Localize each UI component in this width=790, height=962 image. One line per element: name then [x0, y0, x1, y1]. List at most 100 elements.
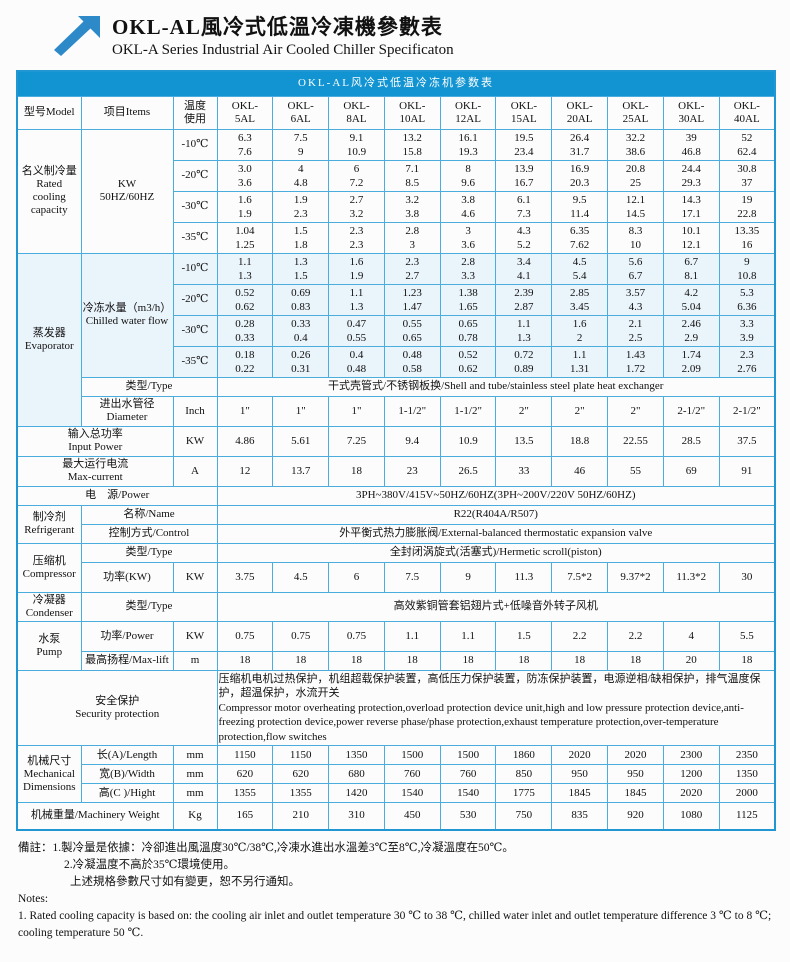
security-text-en: Compressor motor overheating protection,…: [218, 701, 744, 743]
temp-cell: -35℃: [172, 345, 218, 378]
value-cell: 10.9: [439, 425, 497, 457]
value-cell: 1500: [439, 745, 497, 765]
refrigerant-control-value: 外平衡式热力膨胀阀/External-balanced thermostatic…: [216, 523, 776, 544]
page-title: OKL-AL風冷式低溫冷凍機參數表: [112, 15, 443, 39]
value-pair-cell: 6.7 8.1: [662, 252, 720, 285]
spec-table: OKL-AL风冷式低温冷冻机参数表 型号Model 项目Items 温度 使用 …: [16, 70, 777, 831]
value-pair-cell: 3.57 4.3: [607, 283, 664, 316]
value-cell: 1775: [495, 783, 553, 803]
value-cell: 1-1/2": [439, 395, 497, 427]
evaporator-section-label: 蒸发器 Evaporator: [16, 252, 82, 427]
value-pair-cell: 2.3 2.76: [718, 345, 776, 378]
power-supply-row: 电 源/Power 3PH~380V/415V~50HZ/60HZ(3PH~20…: [16, 485, 776, 506]
length-unit: mm: [172, 745, 218, 765]
value-pair-cell: 0.65 0.78: [439, 314, 497, 347]
value-pair-cell: 6.3 7.6: [216, 128, 274, 161]
machinery-weight-row: 机械重量/Machinery Weight Kg 165 210 310 450 530…: [16, 802, 776, 830]
value-pair-cell: 13.2 15.8: [383, 128, 441, 161]
value-pair-cell: 2.3 2.7: [383, 252, 441, 285]
value-pair-cell: 1.04 1.25: [216, 221, 274, 254]
value-pair-cell: 1.1 1.3: [216, 252, 274, 285]
value-cell: 750: [495, 802, 553, 830]
value-pair-cell: 3.0 3.6: [216, 159, 274, 192]
pump-lift-unit: m: [172, 650, 218, 671]
value-cell: 450: [383, 802, 441, 830]
note-en-head: Notes:: [18, 892, 49, 905]
max-current-unit: A: [172, 455, 218, 487]
value-cell: 1355: [272, 783, 330, 803]
value-pair-cell: 2.3 2.3: [328, 221, 385, 254]
value-pair-cell: 13.9 16.7: [495, 159, 553, 192]
temp-cell: -20℃: [172, 159, 218, 192]
value-cell: 2350: [718, 745, 776, 765]
value-cell: 11.3*2: [662, 561, 720, 593]
pump-lift-label: 最高扬程/Max-lift: [80, 650, 174, 671]
value-pair-cell: 20.8 25: [607, 159, 664, 192]
value-cell: 7.25: [328, 425, 385, 457]
value-pair-cell: 1.74 2.09: [662, 345, 720, 378]
value-cell: 835: [551, 802, 609, 830]
value-pair-cell: 14.3 17.1: [662, 190, 720, 223]
security-text-zh: 压缩机电机过热保护，机组超载保护装置，高低压力保护装置，防冻保护装置，电源逆相/…: [218, 672, 761, 700]
value-cell: 7.5: [383, 561, 441, 593]
value-cell: 2": [551, 395, 609, 427]
evaporator-row-minus20: -20℃ 0.52 0.62 0.69 0.83 1.1 1.3 1.23 1.47 1.38 1…: [17, 283, 776, 316]
value-cell: 18: [495, 650, 553, 671]
value-pair-cell: 0.48 0.58: [383, 345, 441, 378]
value-cell: 1845: [551, 783, 609, 803]
value-pair-cell: 1.1 1.31: [551, 345, 609, 378]
value-cell: 9: [439, 561, 497, 593]
col-header-temp: 温度 使用: [172, 95, 218, 130]
value-cell: 1860: [495, 745, 553, 765]
value-pair-cell: 1.6 2: [551, 314, 609, 347]
value-cell: 18: [216, 650, 274, 671]
value-pair-cell: 1.1 1.3: [495, 314, 553, 347]
pump-lift-row: 最高扬程/Max-lift m 18 18 18 18 18 18 18 18 20 18: [17, 650, 776, 671]
value-pair-cell: 19.5 23.4: [495, 128, 553, 161]
compressor-power-unit: KW: [172, 561, 218, 593]
value-cell: 950: [607, 764, 664, 784]
value-pair-cell: 26.4 31.7: [551, 128, 609, 161]
temp-cell: -10℃: [172, 128, 218, 161]
value-cell: 0.75: [328, 620, 385, 652]
weight-unit: Kg: [172, 802, 218, 830]
value-pair-cell: 1.3 1.5: [272, 252, 330, 285]
value-pair-cell: 5.3 6.36: [718, 283, 776, 316]
value-cell: 69: [662, 455, 720, 487]
value-cell: 680: [328, 764, 385, 784]
pump-power-unit: KW: [172, 620, 218, 652]
evaporator-type-row: 类型/Type 干式壳管式/不锈钢板换/Shell and tube/stain…: [17, 376, 776, 397]
note-zh-3: 上述規格參數尺寸如有變更，恕不另行通知。: [70, 875, 300, 888]
value-cell: 2-1/2": [718, 395, 776, 427]
refrigerant-name-row: 制冷剂 Refrigerant 名称/Name R22(R404A/R507): [16, 504, 776, 544]
value-cell: 18: [383, 650, 441, 671]
value-cell: 1": [272, 395, 330, 427]
logo-arrow-icon: [54, 16, 100, 56]
dimension-height-row: 高(C )/Hight mm 1355 1355 1420 1540 1540 1775 1…: [17, 783, 776, 803]
condenser-section-label: 冷凝器 Condenser: [16, 591, 82, 622]
value-cell: 1": [328, 395, 385, 427]
length-label: 长(A)/Length: [80, 745, 174, 765]
model-column-header: OKL- 6AL: [272, 95, 330, 130]
value-pair-cell: 9 10.8: [718, 252, 776, 285]
value-cell: 6: [328, 561, 385, 593]
height-label: 高(C )/Hight: [80, 783, 174, 803]
refrigerant-control-row: 控制方式/Control 外平衡式热力膨胀阀/External-balanced…: [17, 523, 776, 544]
value-pair-cell: 0.52 0.62: [216, 283, 274, 316]
value-pair-cell: 0.55 0.65: [383, 314, 441, 347]
value-pair-cell: 24.4 29.3: [662, 159, 720, 192]
value-cell: 2020: [607, 745, 664, 765]
value-cell: 13.7: [272, 455, 330, 487]
temp-cell: -30℃: [172, 314, 218, 347]
pump-power-row: 水泵 Pump 功率/Power KW 0.75 0.75 0.75 1.1 1.1 1.…: [16, 620, 776, 671]
model-column-header: OKL- 40AL: [718, 95, 776, 130]
security-section-label: 安全保护 Security protection: [16, 669, 218, 746]
cooling-unit-label: KW 50HZ/60HZ: [80, 128, 174, 254]
value-cell: 1.1: [383, 620, 441, 652]
value-cell: 760: [383, 764, 441, 784]
value-cell: 18: [718, 650, 776, 671]
value-cell: 1.5: [495, 620, 553, 652]
value-cell: 2300: [662, 745, 720, 765]
value-cell: 46: [551, 455, 609, 487]
